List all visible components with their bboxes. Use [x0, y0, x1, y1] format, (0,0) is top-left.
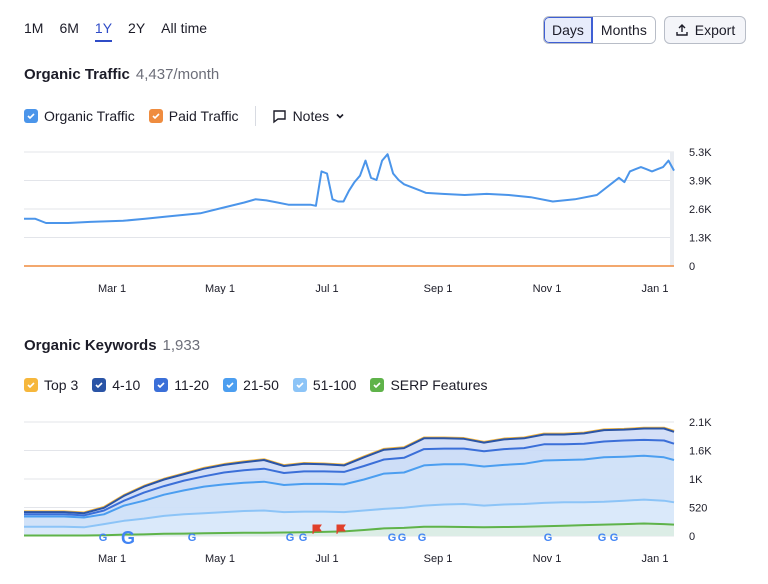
- notes-dropdown[interactable]: Notes: [272, 108, 346, 124]
- export-label: Export: [694, 22, 736, 38]
- series-line-11-20: [24, 438, 675, 517]
- notes-label: Notes: [292, 108, 330, 124]
- keywords-title-text: Organic Keywords: [24, 337, 157, 354]
- legend-label: 4-10: [112, 377, 141, 393]
- granularity-toggle: Days Months: [543, 16, 656, 44]
- checkbox-icon: [148, 109, 163, 123]
- y-tick-label: 5.3K: [689, 147, 712, 159]
- google-update-icon: G: [299, 532, 308, 544]
- y-tick-label: 3.9K: [689, 176, 712, 188]
- google-update-icon: G: [188, 532, 197, 544]
- y-tick-label: 1K: [689, 474, 703, 486]
- area-fill-5: [24, 523, 674, 536]
- months-button[interactable]: Months: [592, 17, 655, 43]
- range-1m[interactable]: 1M: [24, 20, 44, 36]
- legend-label: 21-50: [243, 377, 279, 393]
- legend-kw-0[interactable]: Top 3: [24, 377, 78, 393]
- x-tick-label: Jan 1: [642, 283, 669, 294]
- checkbox-icon: [223, 378, 238, 392]
- google-update-icon: G: [418, 532, 427, 544]
- range-1y[interactable]: 1Y: [94, 20, 113, 42]
- x-tick-label: May 1: [205, 553, 235, 565]
- y-tick-label: 1.3K: [689, 233, 712, 245]
- legend-kw-1[interactable]: 4-10: [92, 377, 140, 393]
- x-tick-label: Mar 1: [98, 553, 126, 565]
- divider: [254, 106, 256, 126]
- y-tick-label: 2.6K: [689, 204, 712, 216]
- legend-label: Paid Traffic: [168, 108, 239, 124]
- traffic-value: 4,437/month: [135, 66, 220, 83]
- y-tick-label: 1.6K: [689, 446, 712, 458]
- x-tick-label: Mar 1: [98, 283, 126, 294]
- google-update-icon: G: [544, 532, 553, 544]
- chevron-down-icon: [336, 113, 344, 119]
- traffic-legend: Organic Traffic Paid Traffic Notes: [24, 106, 345, 126]
- checkbox-icon: [92, 378, 107, 392]
- days-button[interactable]: Days: [544, 17, 593, 43]
- legend-organic-traffic[interactable]: Organic Traffic: [24, 108, 135, 124]
- note-flag-icon: [336, 524, 346, 534]
- organic-traffic-chart: 5.3K 3.9K 2.6K 1.3K 0 Mar 1 May 1 Jul 1 Sep 1 Nov…: [24, 147, 712, 294]
- series-line-21-50: [24, 454, 675, 519]
- google-update-icon: G: [398, 532, 407, 544]
- upload-icon: [676, 24, 688, 36]
- series-line-4-10: [24, 427, 675, 515]
- checkbox-icon: [370, 378, 385, 392]
- google-update-icon: G: [598, 532, 607, 544]
- legend-label: Organic Traffic: [44, 108, 135, 124]
- keywords-value: 1,933: [162, 337, 201, 354]
- keywords-title: Organic Keywords 1,933: [24, 337, 200, 354]
- legend-label: Top 3: [44, 377, 79, 393]
- legend-label: SERP Features: [390, 377, 488, 393]
- checkbox-icon: [292, 378, 307, 392]
- note-flag-icon: [312, 524, 322, 534]
- series-line-serp-features: [24, 522, 675, 537]
- y-tick-label: 0: [689, 261, 695, 273]
- google-update-icon: G: [286, 532, 295, 544]
- x-tick-label: Sep 1: [424, 283, 453, 294]
- google-update-icon: G: [610, 532, 619, 544]
- x-tick-label: May 1: [205, 283, 235, 294]
- traffic-title: Organic Traffic 4,437/month: [24, 66, 219, 83]
- x-tick-label: Jul 1: [315, 283, 338, 294]
- checkbox-icon: [154, 378, 169, 392]
- legend-kw-4[interactable]: 51-100: [292, 377, 357, 393]
- y-tick-label: 0: [689, 531, 695, 543]
- date-range-tabs: 1M 6M 1Y 2Y All time: [24, 20, 223, 42]
- legend-kw-5[interactable]: SERP Features: [370, 377, 487, 393]
- series-line-51-100: [24, 498, 675, 529]
- range-all-time[interactable]: All time: [161, 20, 208, 36]
- x-tick-label: Jan 1: [642, 553, 669, 565]
- scroll-handle: [670, 152, 674, 266]
- x-tick-label: Jul 1: [315, 553, 338, 565]
- x-tick-label: Nov 1: [533, 283, 562, 294]
- legend-label: 51-100: [312, 377, 357, 393]
- series-line-organic-traffic: [24, 153, 675, 224]
- x-tick-label: Nov 1: [533, 553, 562, 565]
- legend-kw-2[interactable]: 11-20: [154, 377, 209, 393]
- legend-label: 11-20: [174, 377, 210, 393]
- range-2y[interactable]: 2Y: [128, 20, 146, 36]
- y-tick-label: 2.1K: [689, 417, 712, 429]
- x-tick-label: Sep 1: [424, 553, 453, 565]
- checkbox-icon: [24, 109, 38, 123]
- google-update-icon: G: [99, 532, 108, 544]
- legend-paid-traffic[interactable]: Paid Traffic: [148, 108, 239, 124]
- y-tick-label: 520: [689, 503, 707, 515]
- checkbox-icon: [24, 378, 38, 392]
- keywords-legend: Top 3 4-10 11-20 21-50 51-100 SERP Features: [24, 377, 501, 393]
- note-icon: [272, 109, 286, 123]
- range-6m[interactable]: 6M: [59, 20, 79, 36]
- google-update-icon: G: [121, 528, 135, 548]
- export-button[interactable]: Export: [664, 16, 746, 44]
- google-update-icon: G: [388, 532, 397, 544]
- traffic-title-text: Organic Traffic: [24, 66, 130, 83]
- legend-kw-3[interactable]: 21-50: [223, 377, 279, 393]
